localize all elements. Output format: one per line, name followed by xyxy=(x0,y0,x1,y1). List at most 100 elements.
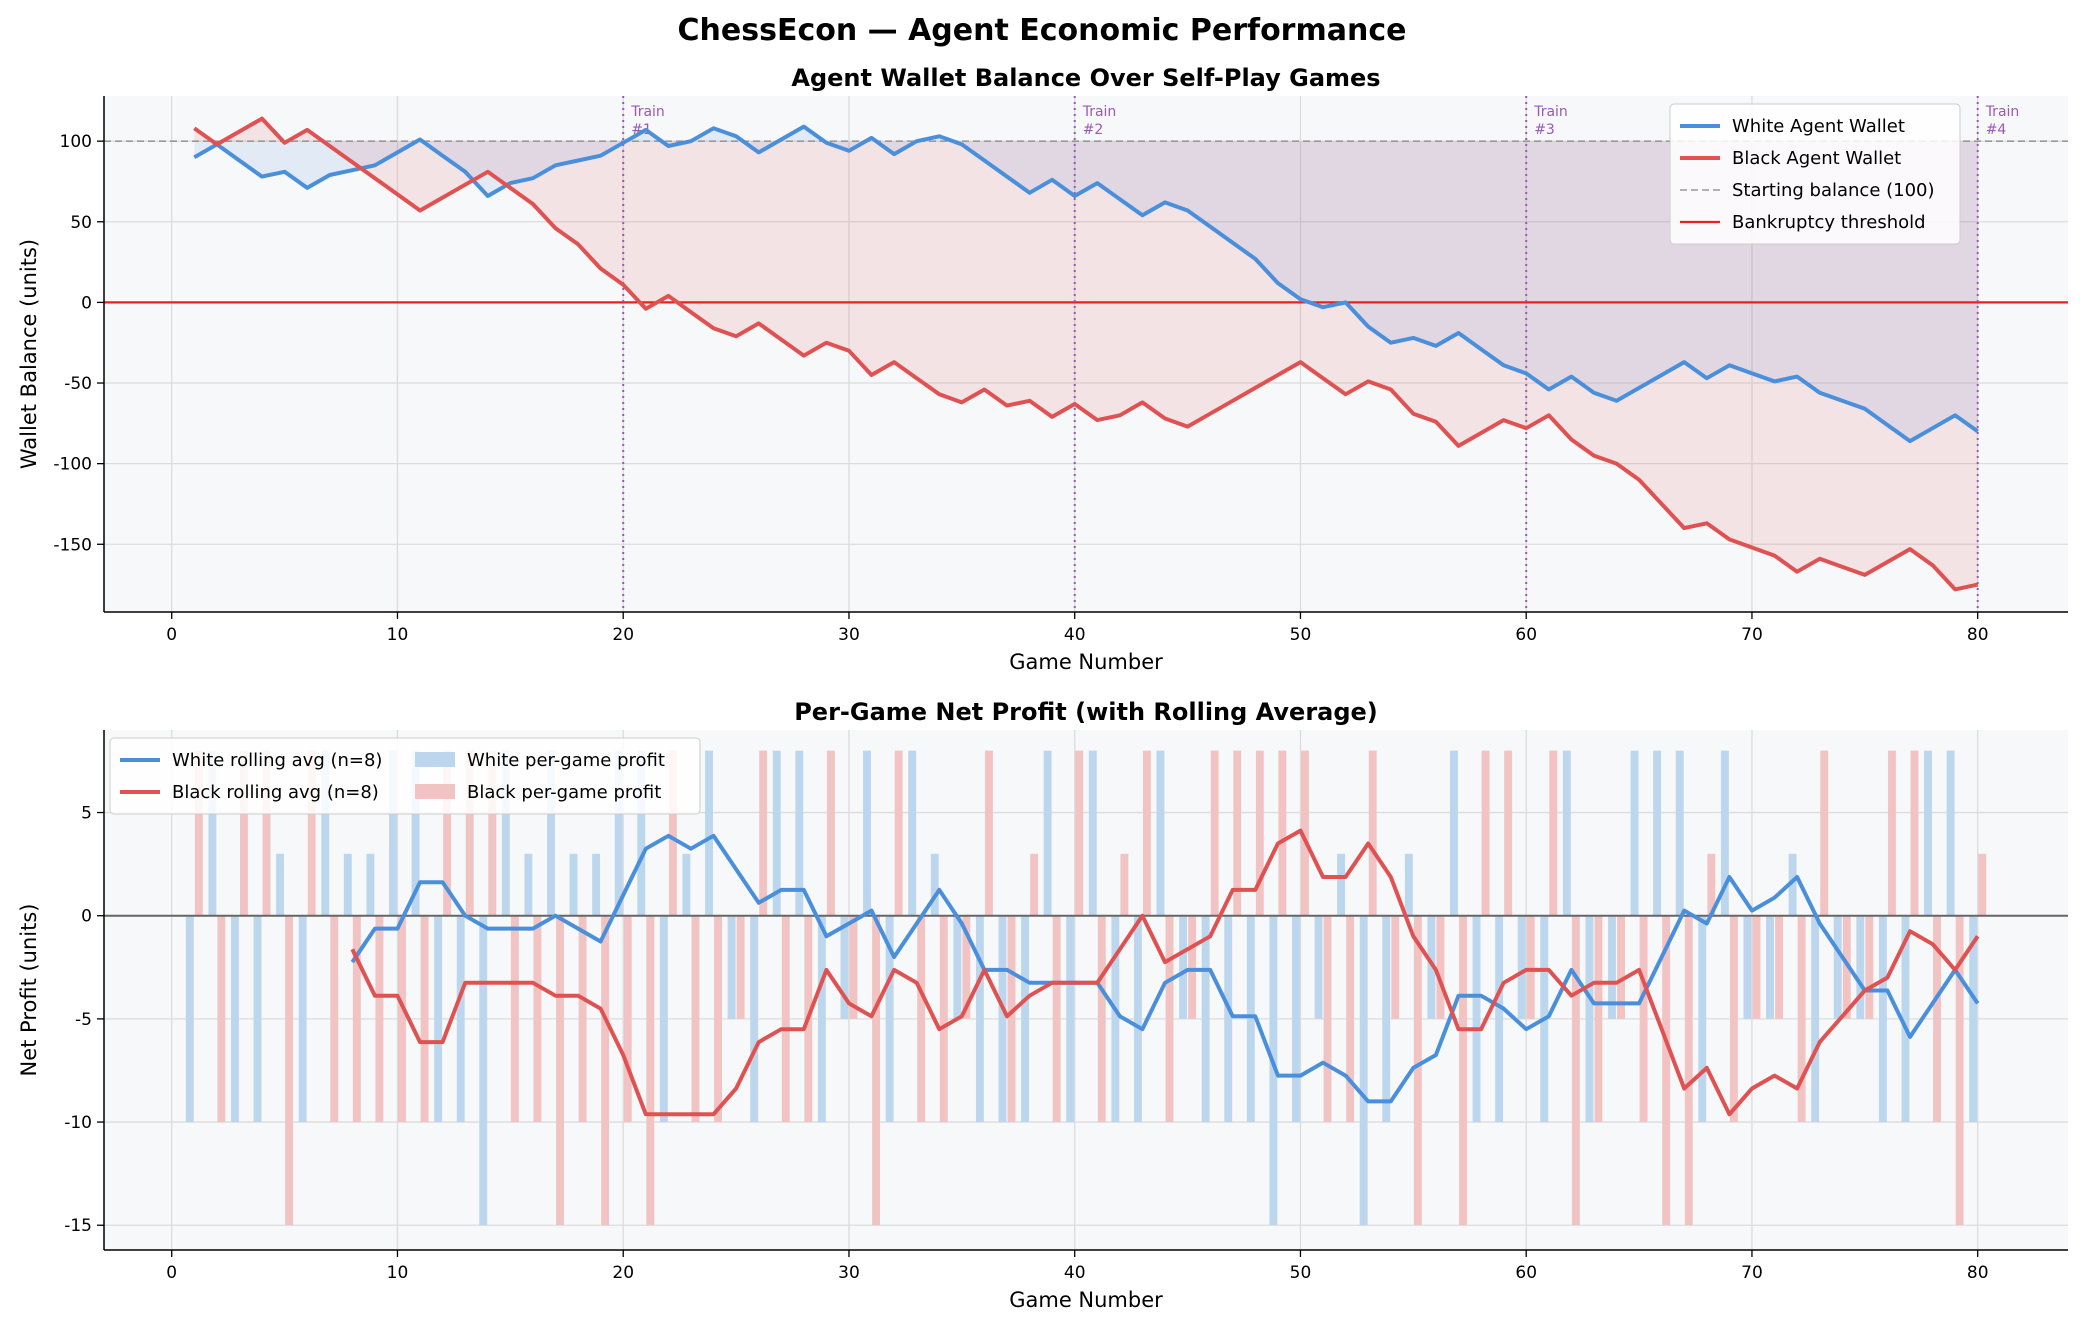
black-profit-bar xyxy=(578,915,587,1123)
legend-label: Black per-game profit xyxy=(467,782,661,803)
black-profit-bar xyxy=(1639,915,1648,1123)
white-profit-bar xyxy=(659,915,668,1123)
x-tick-label: 60 xyxy=(1515,1263,1537,1283)
black-profit-bar xyxy=(984,750,993,916)
white-profit-bar xyxy=(1156,750,1165,916)
black-profit-bar xyxy=(1887,750,1896,916)
white-profit-bar xyxy=(592,853,601,916)
black-profit-bar xyxy=(443,750,452,916)
white-profit-bar xyxy=(1246,915,1255,1123)
train-marker-label: #4 xyxy=(1986,122,2007,138)
black-profit-bar xyxy=(962,915,971,1019)
white-profit-bar xyxy=(998,915,1007,1123)
x-tick-label: 60 xyxy=(1515,625,1537,645)
white-profit-bar xyxy=(1427,915,1436,1019)
white-wallet-line xyxy=(193,124,1979,444)
white-profit-bar xyxy=(1924,750,1932,916)
legend-label: Black rolling avg (n=8) xyxy=(172,782,379,803)
white-profit-bar xyxy=(953,915,962,1019)
black-profit-bar xyxy=(1797,915,1806,1123)
white-profit-bar xyxy=(1337,853,1346,916)
white-profit-bar xyxy=(795,750,804,916)
white-profit-bar xyxy=(1675,750,1684,916)
white-profit-bar xyxy=(230,915,239,1123)
white-profit-bar xyxy=(1833,915,1842,1019)
legend-box xyxy=(1669,103,1961,245)
black-profit-bar xyxy=(398,915,406,1123)
white-profit-bar xyxy=(434,915,443,1123)
figure-suptitle: ChessEcon — Agent Economic Performance xyxy=(678,13,1407,48)
x-axis-label: Game Number xyxy=(1009,650,1163,674)
white-profit-bar xyxy=(930,853,939,916)
black-profit-bar xyxy=(1143,750,1151,916)
white-profit-bar xyxy=(1969,915,1978,1123)
legend-swatch xyxy=(415,752,455,767)
y-tick-label: -50 xyxy=(64,374,92,394)
black-profit-bar xyxy=(759,750,768,916)
x-tick-label: 80 xyxy=(1967,625,1989,645)
black-profit-bar xyxy=(1729,915,1738,1123)
white-profit-bar xyxy=(637,750,646,916)
white-profit-bar xyxy=(1562,750,1571,916)
x-tick-label: 40 xyxy=(1064,1263,1086,1283)
black-profit-bar xyxy=(1255,750,1264,916)
black-profit-bar xyxy=(194,750,203,916)
white-profit-bar xyxy=(772,750,781,916)
black-profit-bar xyxy=(917,915,926,1123)
black-profit-bar xyxy=(601,915,610,1226)
wallet-chart: 0 10 20 30 40 50 60 70 80 -150 -100 -50 0 50 100 Agent … xyxy=(17,64,2068,674)
black-profit-bar xyxy=(849,915,858,1019)
legend-swatch xyxy=(415,784,455,799)
x-tick-label: 10 xyxy=(387,1263,409,1283)
black-wallet-fill xyxy=(194,118,1978,590)
y-tick-label: -150 xyxy=(53,535,92,555)
x-axis-label: Game Number xyxy=(1009,1288,1163,1312)
white-profit-bar xyxy=(885,915,894,1123)
train-marker-label: Train xyxy=(630,104,665,120)
white-profit-bar xyxy=(1901,915,1910,1123)
black-profit-bar xyxy=(1413,915,1422,1226)
white-profit-bar xyxy=(1472,915,1481,1123)
white-profit-bar xyxy=(1698,915,1707,1123)
black-profit-bar xyxy=(1820,750,1829,916)
legend-label: White per-game profit xyxy=(467,750,665,771)
black-profit-bar xyxy=(1007,915,1016,1123)
white-profit-bar xyxy=(1630,750,1639,916)
black-profit-bar xyxy=(1188,915,1197,1019)
white-profit-bar xyxy=(705,750,713,916)
black-profit-bar xyxy=(894,750,903,916)
white-profit-bar xyxy=(750,915,759,1123)
black-profit-bar xyxy=(533,915,542,1123)
white-profit-bar xyxy=(276,853,285,916)
white-profit-bar xyxy=(1450,750,1458,916)
x-tick-label: 0 xyxy=(166,625,177,645)
white-profit-bar xyxy=(908,750,917,916)
white-profit-bar xyxy=(524,853,533,916)
x-tick-label: 70 xyxy=(1741,625,1763,645)
white-wallet-fill xyxy=(194,126,1978,442)
y-tick-label: 50 xyxy=(70,213,92,233)
chart-title: Per-Game Net Profit (with Rolling Averag… xyxy=(794,698,1378,726)
black-profit-bar xyxy=(1571,915,1580,1226)
profit-chart: 0 10 20 30 40 50 60 70 80 -15 -10 -5 0 5 Per-Game Net … xyxy=(17,698,2068,1312)
white-profit-bar xyxy=(298,915,307,1123)
chart-title: Agent Wallet Balance Over Self-Play Game… xyxy=(791,64,1380,92)
white-profit-bar xyxy=(840,915,849,1019)
x-tick-label: 80 xyxy=(1967,1263,1989,1283)
y-tick-label: 100 xyxy=(60,132,92,152)
black-profit-bar xyxy=(1052,915,1061,1123)
black-profit-bar xyxy=(691,915,700,1123)
black-profit-bar xyxy=(668,750,677,916)
white-profit-bar xyxy=(321,750,330,916)
train-marker-label: Train xyxy=(1082,104,1117,120)
white-profit-bar xyxy=(253,915,262,1123)
x-tick-label: 30 xyxy=(838,625,860,645)
x-tick-label: 50 xyxy=(1290,625,1312,645)
white-profit-bar xyxy=(1766,915,1774,1019)
white-profit-bar xyxy=(817,915,826,1123)
black-profit-bar xyxy=(1775,915,1783,1019)
white-profit-bar xyxy=(1788,853,1797,916)
black-profit-bar xyxy=(330,915,339,1123)
x-tick-label: 10 xyxy=(387,625,409,645)
